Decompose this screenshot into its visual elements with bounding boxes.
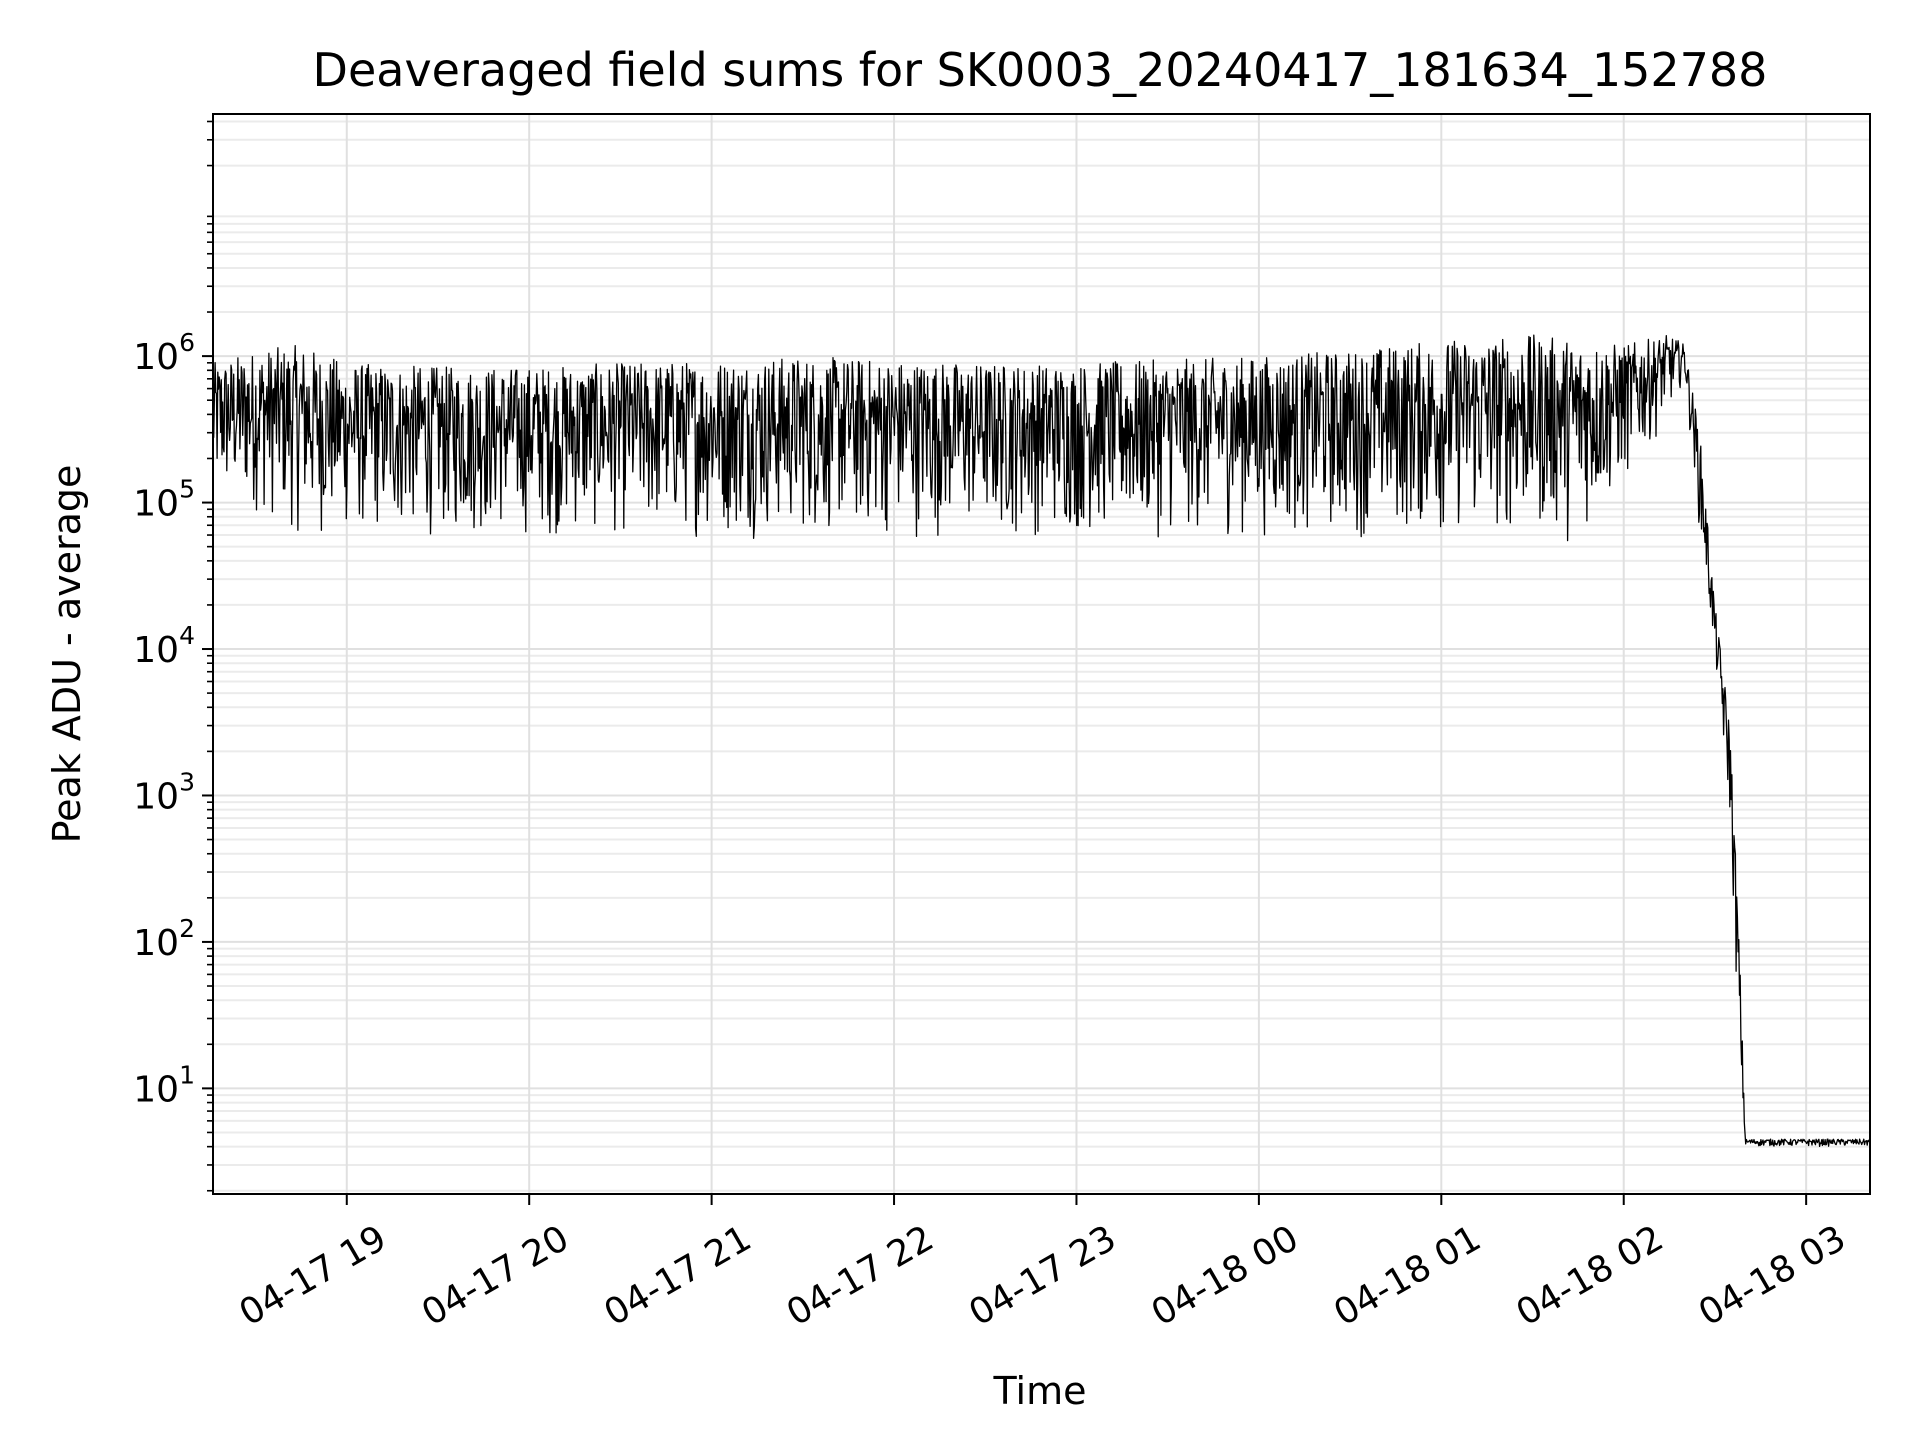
y-tick-exponent: 4: [179, 621, 195, 650]
grid: [213, 114, 1870, 1194]
y-tick-exponent: 5: [179, 475, 195, 504]
data-series: [212, 334, 1871, 1148]
series-line: [212, 334, 1871, 1148]
y-tick-exponent: 2: [179, 914, 195, 943]
y-tick-exponent: 6: [179, 328, 195, 357]
y-axis-label: Peak ADU - average: [45, 465, 89, 844]
y-tick-exponent: 3: [179, 767, 195, 796]
plot-frame: [212, 113, 1871, 1195]
y-tick-exponent: 1: [179, 1060, 195, 1089]
x-axis-label: Time: [993, 1369, 1087, 1413]
chart-title: Deaveraged field sums for SK0003_2024041…: [313, 43, 1768, 97]
